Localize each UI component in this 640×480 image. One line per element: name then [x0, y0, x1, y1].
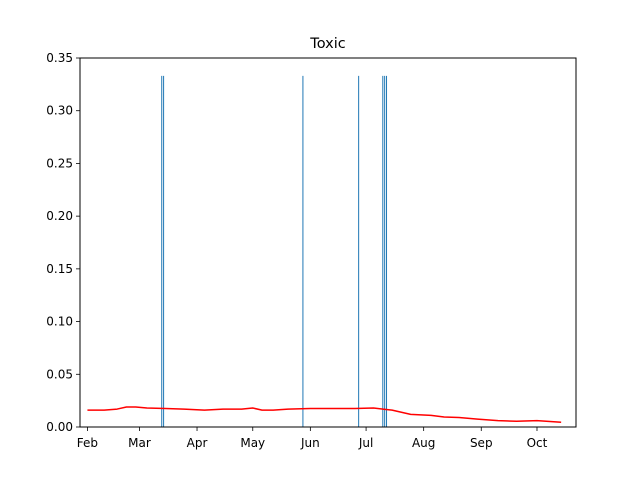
line-layer — [87, 406, 562, 424]
x-tick-label-4: Jun — [300, 436, 320, 450]
y-tick-label-0: 0.00 — [46, 420, 73, 434]
x-axis-ticks: Feb Mar Apr May Jun Jul Aug Sep Oct — [77, 427, 548, 450]
x-tick-label-7: Sep — [470, 436, 493, 450]
x-tick-label-3: May — [240, 436, 265, 450]
x-tick-label-1: Mar — [128, 436, 151, 450]
y-tick-label-7: 0.35 — [46, 51, 73, 65]
chart-title: Toxic — [309, 36, 345, 52]
y-tick-label-1: 0.05 — [46, 367, 73, 381]
x-tick-label-2: Apr — [187, 436, 208, 450]
plot-frame — [79, 57, 577, 428]
x-tick-label-0: Feb — [77, 436, 98, 450]
series-line-1 — [87, 406, 562, 424]
y-tick-label-2: 0.10 — [46, 315, 73, 329]
x-tick-label-6: Aug — [412, 436, 435, 450]
y-tick-label-5: 0.25 — [46, 156, 73, 170]
y-axis-ticks: 0.00 0.05 0.10 0.15 0.20 0.25 0.30 0.35 — [46, 51, 80, 434]
x-tick-label-8: Oct — [527, 436, 548, 450]
y-tick-label-3: 0.15 — [46, 262, 73, 276]
x-tick-label-5: Jul — [358, 436, 373, 450]
bars-layer — [161, 75, 388, 427]
y-tick-label-4: 0.20 — [46, 209, 73, 223]
y-tick-label-6: 0.30 — [46, 104, 73, 118]
